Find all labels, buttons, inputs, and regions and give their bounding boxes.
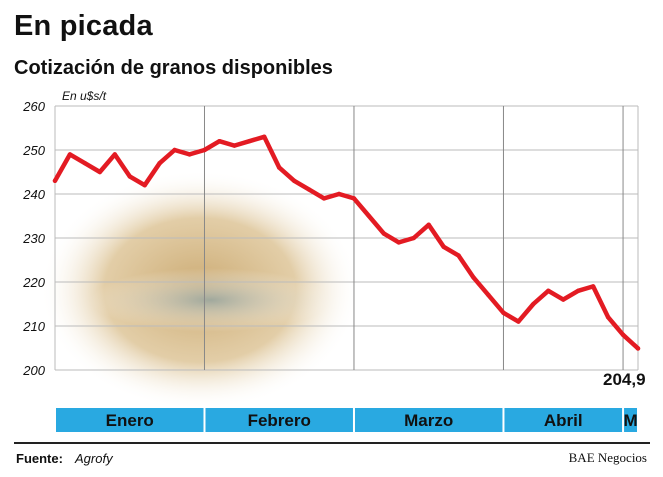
data-point — [157, 161, 162, 166]
data-point — [471, 275, 476, 280]
grid — [54, 105, 639, 371]
data-point — [456, 253, 461, 258]
y-tick-label: 220 — [22, 275, 45, 290]
data-point — [546, 288, 551, 293]
month-label: Enero — [106, 411, 154, 430]
data-point — [127, 174, 132, 179]
y-tick-label: 210 — [22, 319, 45, 334]
data-point — [262, 134, 267, 139]
data-point — [635, 346, 641, 351]
data-point — [67, 152, 73, 157]
data-point — [247, 139, 252, 144]
data-point — [590, 284, 596, 289]
y-tick-label: 230 — [22, 231, 45, 246]
month-band-segment — [56, 408, 204, 432]
data-point — [142, 183, 147, 188]
data-point — [336, 191, 342, 197]
soybean-dollar-photo — [40, 170, 360, 410]
data-point — [321, 196, 327, 201]
y-axis-ticks: 200 210 220 230 240 250 260 — [22, 99, 45, 378]
month-band-segment — [354, 408, 503, 432]
data-point — [411, 235, 416, 241]
data-point — [486, 293, 491, 298]
data-point — [202, 147, 207, 153]
data-point — [232, 143, 237, 148]
month-label: Marzo — [404, 411, 453, 430]
data-point — [366, 213, 372, 219]
data-point — [531, 301, 536, 307]
month-band: Enero Febrero Marzo Abril M — [56, 408, 638, 432]
data-point — [396, 240, 402, 245]
month-band-segment — [624, 408, 637, 432]
month-label: M — [623, 411, 637, 430]
y-tick-label: 260 — [22, 99, 45, 114]
data-point — [576, 288, 581, 293]
data-point — [620, 332, 626, 337]
month-label: Febrero — [248, 411, 311, 430]
data-point — [426, 222, 431, 227]
data-point — [351, 196, 357, 201]
data-point — [306, 187, 312, 192]
footer-divider — [14, 442, 650, 444]
y-tick-label: 240 — [22, 187, 45, 202]
data-point — [561, 297, 566, 302]
data-point — [112, 152, 117, 157]
y-tick-label: 250 — [22, 143, 45, 158]
month-band-segment — [504, 408, 623, 432]
source-value: Agrofy — [75, 451, 113, 466]
data-point — [97, 169, 103, 175]
data-point — [172, 147, 177, 153]
data-point — [82, 161, 88, 166]
data-point — [501, 310, 506, 315]
data-point — [516, 319, 521, 324]
data-point — [277, 165, 282, 170]
chart-title: En picada — [14, 10, 153, 42]
source-label: Fuente: — [16, 451, 63, 466]
data-point — [291, 178, 297, 183]
data-point — [381, 231, 387, 236]
last-value-label: 204,9 — [603, 370, 646, 389]
price-line — [52, 134, 641, 351]
month-band-segment — [205, 408, 353, 432]
publisher-credit: BAE Negocios — [568, 450, 647, 465]
data-point — [441, 244, 446, 249]
data-point — [605, 315, 611, 320]
data-points — [52, 134, 641, 351]
y-axis-label: En u$s/t — [62, 89, 107, 103]
month-label: Abril — [544, 411, 583, 430]
data-point — [187, 152, 192, 157]
data-point — [52, 178, 58, 183]
y-tick-label: 200 — [22, 363, 45, 378]
data-point — [217, 139, 222, 144]
chart-subtitle: Cotización de granos disponibles — [14, 57, 333, 79]
